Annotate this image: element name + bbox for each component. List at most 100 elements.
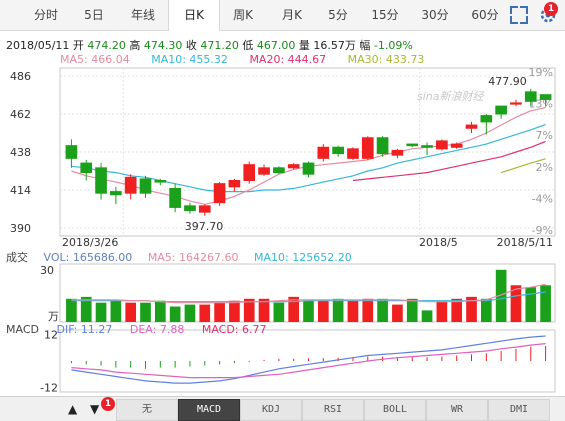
candle-up (361, 137, 374, 159)
candle-down (154, 180, 167, 183)
volume-bar (154, 300, 166, 322)
notification-badge: 1 (544, 2, 558, 16)
candle-up (243, 164, 256, 182)
kline-chart[interactable]: 48646243841439019%13%7%2%-4%-9%477.90397… (0, 0, 565, 396)
candle-up (450, 143, 463, 148)
volume-bar (229, 300, 240, 322)
x-label-end: 2018/5/11 (497, 236, 553, 249)
pct-tick-label: 19% (529, 66, 553, 79)
candle-down (65, 145, 78, 159)
candle-down (95, 167, 107, 194)
candle-down (169, 187, 181, 208)
volume-bar (436, 300, 448, 322)
volume-bar (347, 300, 359, 322)
candle-down (139, 178, 152, 194)
low-annotation: 397.70 (185, 220, 224, 233)
price-tick-label: 438 (10, 146, 31, 159)
candle-down (273, 167, 285, 174)
volume-bar (243, 298, 255, 322)
close-label: 收 (185, 39, 197, 52)
indicator-tab-kdj[interactable]: KDJ (240, 399, 302, 421)
volume-bar (214, 302, 225, 322)
tab-year[interactable]: 年线 (130, 8, 155, 22)
macd-value: MACD: 6.77 (201, 323, 267, 336)
tab-monthly-k[interactable]: 月K (282, 8, 302, 22)
volume-bar (184, 304, 196, 322)
volume-bar (95, 302, 107, 322)
volume-bar (362, 298, 374, 322)
candle-up (287, 164, 300, 169)
tab-daily-k[interactable]: 日K (168, 0, 220, 31)
ma30-legend: MA30: 433.73 (347, 53, 425, 66)
vol-value: VOL: 165686.00 (43, 251, 133, 264)
pct-tick-label: 2% (536, 161, 553, 174)
indicator-badge: 1 (101, 397, 115, 411)
indicator-tab-macd[interactable]: MACD (178, 399, 240, 421)
candle-down (495, 105, 507, 115)
indicator-tab-wr[interactable]: WR (426, 399, 488, 421)
indicator-tab-dmi[interactable]: DMI (488, 399, 550, 421)
macd-legend: MACD DIF: 11.27 DEA: 7.88 MACD: 6.77 (6, 323, 281, 336)
volume-bar (66, 298, 77, 322)
volume-bar (377, 298, 388, 322)
candle-up (347, 148, 359, 159)
change-value: -1.09% (373, 39, 413, 52)
macd-panel-label: MACD (6, 323, 39, 336)
price-tick-label: 414 (10, 184, 31, 197)
ma10-legend: MA10: 455.32 (151, 53, 228, 66)
volume-bar (525, 287, 537, 322)
open-label: 开 (72, 39, 84, 52)
high-annotation: 477.90 (488, 75, 527, 88)
candle-down (406, 143, 419, 147)
low-label: 低 (242, 39, 254, 52)
candle-down (80, 162, 93, 174)
tab-5day[interactable]: 5日 (84, 8, 104, 22)
tab-60min[interactable]: 60分 (471, 8, 499, 22)
vol-ma5: MA5: 164267.60 (147, 251, 239, 264)
tab-intraday[interactable]: 分时 (33, 8, 58, 22)
volume-panel-label: 成交 (6, 251, 28, 264)
volume-legend: 成交 VOL: 165686.00 MA5: 164267.60 MA10: 1… (6, 249, 364, 265)
volume-value: 16.57万 (313, 39, 356, 52)
tab-15min[interactable]: 15分 (371, 8, 399, 22)
candle-down (110, 191, 122, 196)
fullscreen-icon[interactable] (510, 6, 528, 24)
candle-up (124, 176, 137, 194)
volume-bar (332, 298, 344, 322)
candle-down (184, 205, 196, 212)
tab-30min[interactable]: 30分 (421, 8, 449, 22)
candle-down (332, 146, 344, 155)
tab-weekly-k[interactable]: 周K (233, 8, 253, 22)
macd-dif: DIF: 11.27 (56, 323, 113, 336)
tab-5min[interactable]: 5分 (328, 8, 348, 22)
indicator-tab-rsi[interactable]: RSI (302, 399, 364, 421)
x-label-mid: 2018/5 (419, 236, 458, 249)
volume-bar (273, 302, 285, 322)
up-arrow-icon[interactable]: ▲ (68, 402, 78, 416)
macd-tick-min: -12 (40, 382, 58, 395)
volume-bar (140, 302, 151, 322)
volume-tick-max: 30 (40, 264, 54, 277)
ma5-legend: MA5: 466.04 (60, 53, 130, 66)
indicator-tab-boll[interactable]: BOLL (364, 399, 426, 421)
volume-label: 量 (298, 39, 310, 52)
pct-tick-label: -9% (532, 224, 553, 237)
candle-down (421, 145, 433, 148)
ma20-line (352, 140, 546, 182)
volume-unit-label: 万 (48, 310, 59, 323)
down-arrow-icon[interactable]: ▼ (90, 402, 100, 416)
candle-down (376, 137, 389, 155)
candle-up (228, 180, 241, 188)
sina-watermark: sina新浪财经 (417, 90, 484, 103)
candle-down (480, 115, 493, 123)
ma10-line (71, 124, 546, 193)
candle-up (391, 149, 404, 156)
volume-bar (110, 300, 122, 322)
vol-ma10: MA10: 125652.20 (254, 251, 352, 264)
indicator-tab-none[interactable]: 无 (116, 399, 178, 421)
pct-tick-label: 7% (536, 129, 553, 142)
volume-bar (406, 298, 418, 322)
price-tick-label: 486 (10, 70, 31, 83)
open-value: 474.20 (87, 39, 126, 52)
ma30-line (500, 158, 546, 174)
